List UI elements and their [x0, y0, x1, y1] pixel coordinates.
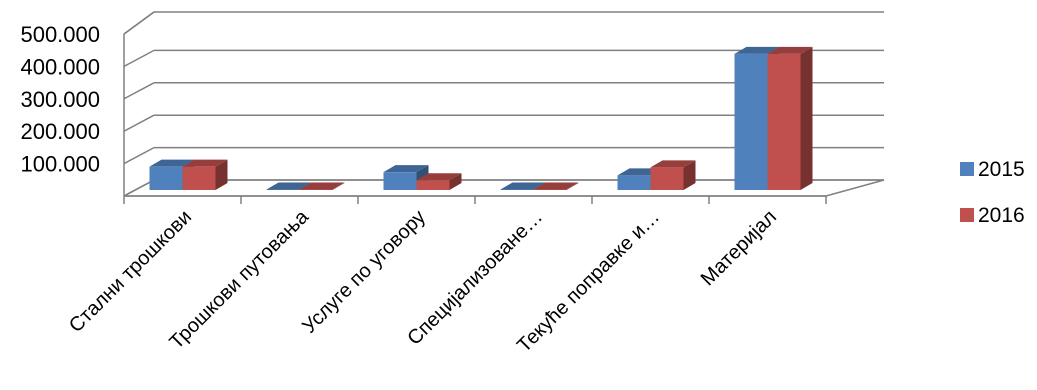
bar-front [416, 180, 450, 190]
back-wall [154, 12, 856, 180]
bar-2016-0 [182, 159, 228, 190]
legend-label-2015: 2015 [978, 158, 1025, 181]
bar-side [449, 173, 462, 190]
bar-2016-5 [767, 46, 813, 190]
bar-front [617, 175, 651, 190]
bar-side [683, 160, 696, 190]
bar-2016-1 [299, 182, 345, 190]
bar-front [149, 166, 183, 190]
bar-2016-2 [416, 173, 462, 190]
gridline-depth [123, 49, 155, 68]
bar-top [182, 159, 228, 167]
gridline-depth [123, 114, 155, 132]
bar-side [215, 159, 228, 190]
bar-front [650, 167, 684, 190]
x-tick-label: Материјал [697, 206, 781, 290]
y-axis-top-line [123, 11, 155, 35]
bar-top [266, 182, 312, 190]
legend-label-2016: 2016 [978, 204, 1025, 227]
bar-top [533, 182, 579, 190]
bar-side [800, 46, 813, 190]
bar-top [416, 173, 462, 181]
legend: 2015 2016 [960, 158, 1025, 227]
y-tick-label: 400.000 [20, 54, 100, 79]
bar-top [299, 182, 345, 190]
x-tick-label: Стални трошкови [65, 206, 196, 337]
bar-top [149, 159, 195, 167]
bar-top [734, 46, 780, 54]
gridline-depth [123, 82, 155, 100]
bar-top [383, 165, 429, 173]
y-tick-label: 500.000 [20, 22, 100, 47]
bar-front [734, 53, 768, 190]
bar-top [500, 182, 546, 190]
bar-front [383, 172, 417, 190]
y-axis: 500.000 400.000 300.000 200.000 100.000 [20, 11, 155, 196]
bar-front [767, 53, 801, 190]
bar-2016-3 [533, 182, 579, 190]
y-tick-label: 200.000 [20, 119, 100, 144]
bar-side [332, 182, 345, 190]
y-tick-label: 300.000 [20, 87, 100, 112]
bar-front [182, 166, 216, 190]
x-tick-label: Услуге по уговору [298, 206, 430, 338]
legend-swatch-2015 [960, 162, 974, 176]
bar-top [767, 46, 813, 54]
bars [149, 46, 813, 190]
y-tick-label: 100.000 [20, 152, 100, 177]
bar-top [650, 160, 696, 168]
gridline-depth [123, 146, 155, 165]
bar-side [566, 182, 579, 190]
legend-swatch-2016 [960, 208, 974, 222]
bar-2016-4 [650, 160, 696, 190]
gridline-depth [123, 179, 155, 197]
